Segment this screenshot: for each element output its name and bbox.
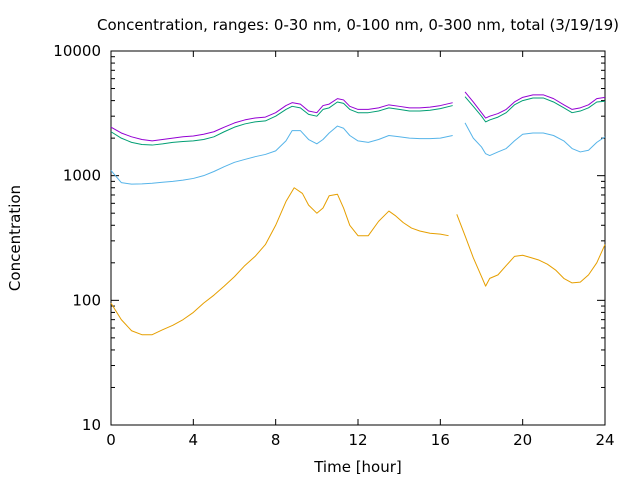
- x-tick-label: 4: [189, 431, 199, 449]
- plot-area-border: [110, 50, 606, 426]
- x-axis-label: Time [hour]: [313, 458, 402, 476]
- x-tick-label: 24: [595, 431, 614, 449]
- y-tick-label: 10000: [53, 42, 101, 60]
- x-tick-label: 16: [431, 431, 450, 449]
- series-line-2: [110, 122, 606, 185]
- x-tick-label: 12: [348, 431, 367, 449]
- series-line-1: [110, 187, 606, 336]
- y-axis-label: Concentration: [6, 185, 24, 291]
- series-line-4: [110, 91, 606, 142]
- x-tick-label: 0: [106, 431, 116, 449]
- chart-title: Concentration, ranges: 0-30 nm, 0-100 nm…: [97, 16, 619, 34]
- x-tick-label: 20: [513, 431, 532, 449]
- series-line-3: [110, 96, 606, 146]
- y-tick-label: 1000: [63, 167, 101, 185]
- y-tick-label: 10: [82, 416, 101, 434]
- x-tick-label: 8: [271, 431, 281, 449]
- y-tick-label: 100: [72, 291, 101, 309]
